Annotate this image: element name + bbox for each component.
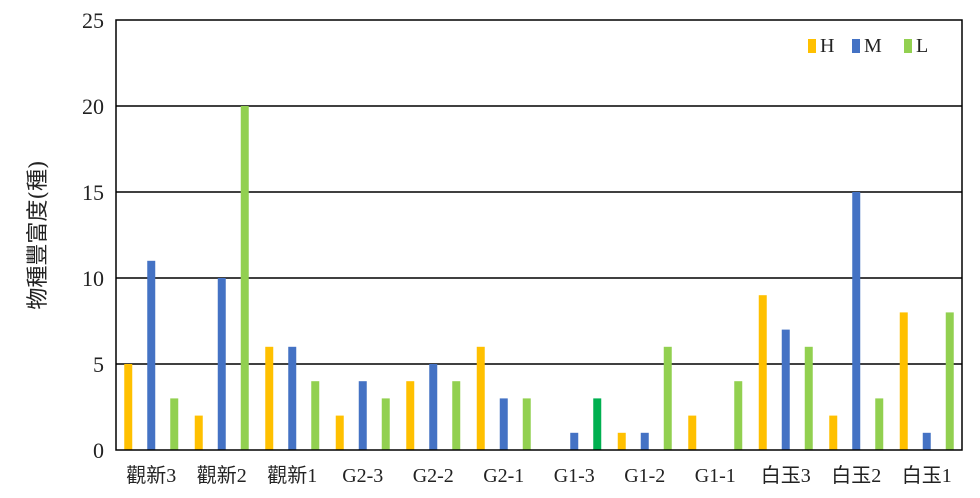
x-tick-label: 白玉2 bbox=[831, 464, 881, 487]
x-tick-label: G1-3 bbox=[554, 465, 595, 487]
legend-label-H: H bbox=[820, 35, 834, 57]
bar-L-G2-3 bbox=[381, 398, 390, 450]
bar-M-白玉2 bbox=[852, 192, 861, 450]
x-tick-label: 白玉3 bbox=[761, 464, 811, 487]
x-tick-label: 白玉1 bbox=[902, 464, 952, 487]
x-tick-label: G1-2 bbox=[624, 465, 665, 487]
bar-H-觀新1 bbox=[265, 346, 274, 450]
bar-L-G1-2 bbox=[663, 346, 672, 450]
bar-H-G2-1 bbox=[476, 346, 485, 450]
bar-M-G1-3 bbox=[570, 432, 579, 450]
bar-H-觀新2 bbox=[194, 415, 203, 450]
x-tick-label: G2-2 bbox=[413, 465, 454, 487]
bar-L-觀新2 bbox=[240, 106, 249, 450]
y-tick-label: 10 bbox=[82, 266, 104, 291]
x-tick-label: 觀新2 bbox=[197, 464, 247, 487]
bar-H-觀新3 bbox=[124, 364, 133, 450]
x-tick-label: G2-1 bbox=[483, 465, 524, 487]
x-tick-label: 觀新3 bbox=[126, 464, 176, 487]
plot-frame bbox=[115, 19, 963, 451]
legend-swatch-H bbox=[808, 39, 816, 53]
bar-M-白玉1 bbox=[922, 432, 931, 450]
legend-swatch-M bbox=[852, 39, 860, 53]
y-tick-label: 25 bbox=[82, 8, 104, 33]
x-tick-label: 觀新1 bbox=[267, 464, 317, 487]
bar-M-G2-1 bbox=[499, 398, 508, 450]
bar-L-觀新1 bbox=[311, 381, 320, 450]
bar-L-G2-2 bbox=[452, 381, 461, 450]
x-tick-label: G2-3 bbox=[342, 465, 383, 487]
bar-L-觀新3 bbox=[170, 398, 179, 450]
axes: 0 5 10 15 20 25 觀新3 觀新2 觀新1 G2-3 G2-2 G2-1 G1-3 G1-2 G… bbox=[82, 8, 963, 487]
bar-H-白玉1 bbox=[899, 312, 908, 450]
bar-L-白玉2 bbox=[875, 398, 884, 450]
y-axis-label: 物種豐富度(種) bbox=[26, 160, 51, 309]
bar-H-白玉3 bbox=[758, 295, 767, 450]
bars bbox=[124, 106, 954, 450]
bar-L-G2-1 bbox=[522, 398, 531, 450]
bar-M-觀新1 bbox=[288, 346, 297, 450]
y-tick-label: 5 bbox=[93, 352, 104, 377]
bar-M-白玉3 bbox=[781, 329, 790, 450]
bar-M-觀新3 bbox=[147, 260, 156, 450]
bar-L-G1-1 bbox=[734, 381, 743, 450]
legend-swatch-L bbox=[904, 39, 912, 53]
bar-M-觀新2 bbox=[217, 278, 226, 450]
bar-H-G1-1 bbox=[688, 415, 697, 450]
bar-M-G2-2 bbox=[429, 364, 438, 450]
bar-L-白玉1 bbox=[945, 312, 954, 450]
bar-H-G2-2 bbox=[406, 381, 415, 450]
gridlines bbox=[116, 105, 962, 365]
bar-H-G2-3 bbox=[335, 415, 344, 450]
legend-label-M: M bbox=[864, 35, 882, 57]
bar-M-G2-3 bbox=[358, 381, 367, 450]
y-tick-label: 20 bbox=[82, 94, 104, 119]
bar-M-G1-2 bbox=[640, 432, 649, 450]
bar-L-白玉3 bbox=[804, 346, 813, 450]
legend-label-L: L bbox=[916, 35, 928, 57]
bar-H-白玉2 bbox=[829, 415, 838, 450]
bar-H-G1-2 bbox=[617, 432, 626, 450]
x-tick-label: G1-1 bbox=[695, 465, 736, 487]
y-tick-label: 0 bbox=[93, 438, 104, 463]
y-tick-label: 15 bbox=[82, 180, 104, 205]
bar-L-G1-3 bbox=[593, 398, 602, 450]
